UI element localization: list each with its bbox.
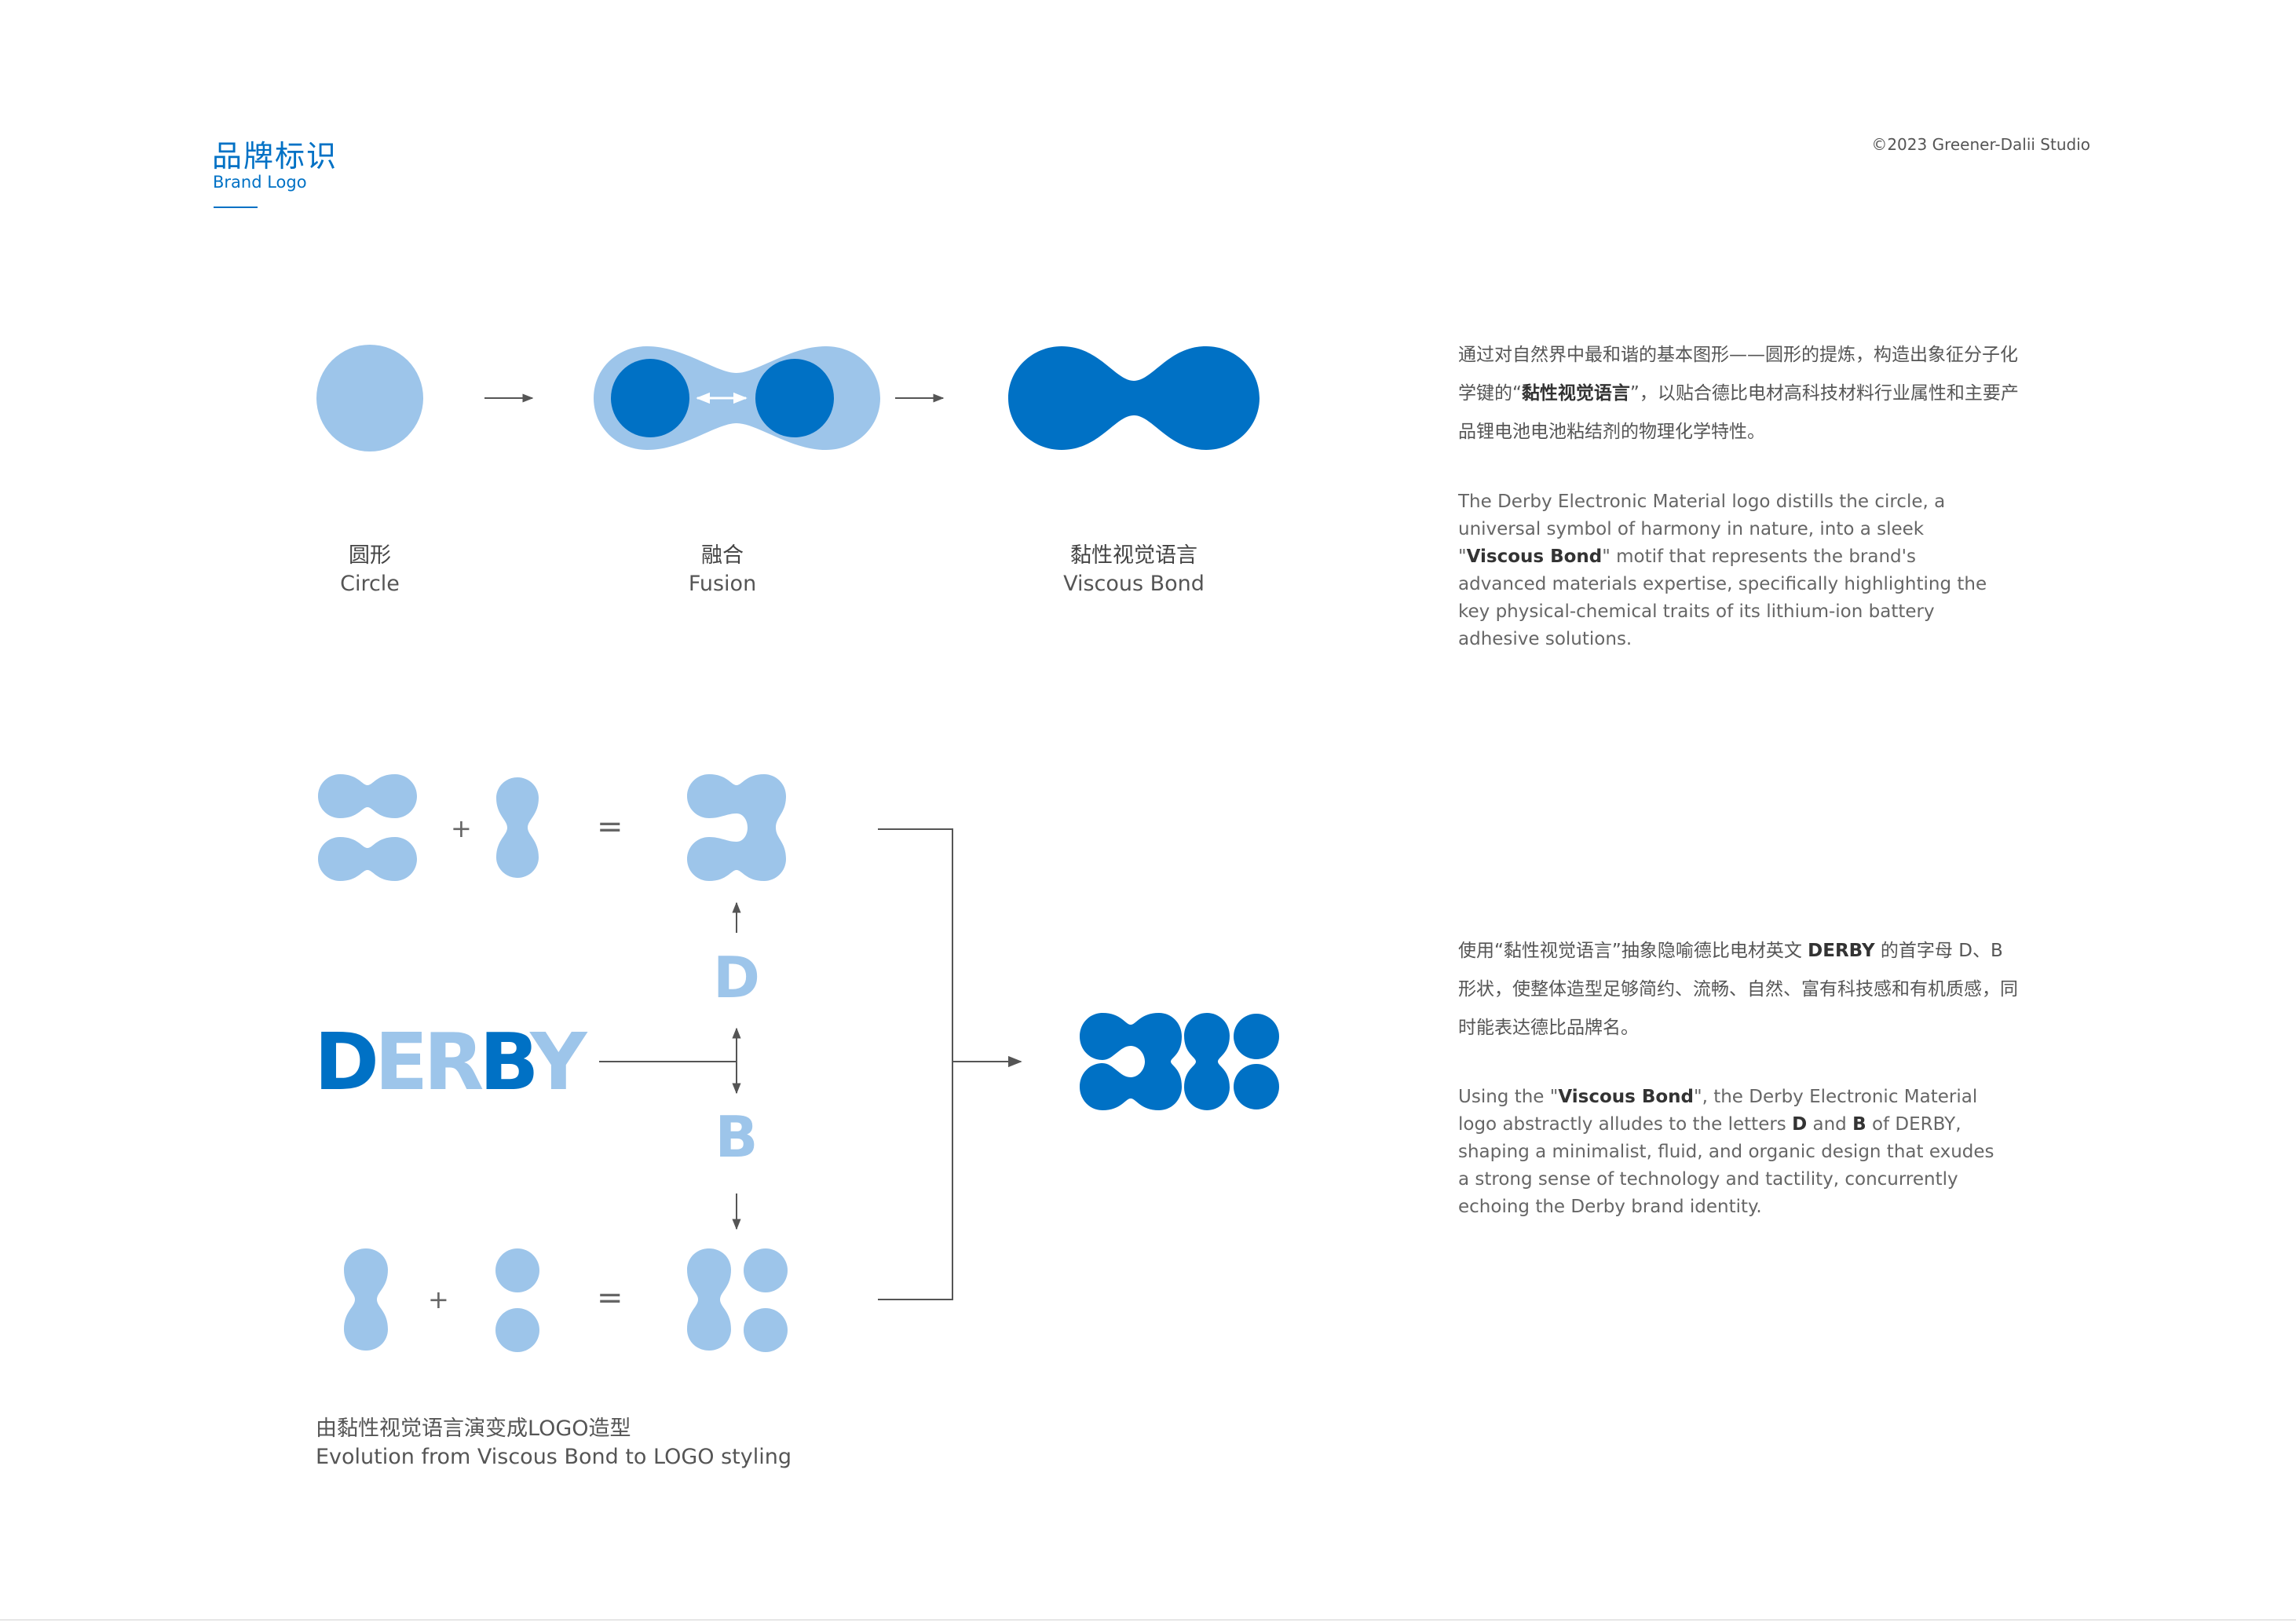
- wordmark-letter-b: B: [479, 1016, 535, 1108]
- section2-en-text-mid: ", the Derby Electronic Material logo ab…: [1458, 1087, 1978, 1135]
- step-caption-en: Fusion: [688, 572, 757, 596]
- section2-en-text: Using the ": [1458, 1087, 1559, 1107]
- wordmark-letter-e: E: [375, 1016, 428, 1108]
- wordmark-letter-d: D: [314, 1016, 379, 1108]
- evolution-caption-en: Evolution from Viscous Bond to LOGO styl…: [316, 1445, 792, 1469]
- wordmark-letter-y: Y: [530, 1016, 587, 1108]
- row1-plus-sign: +: [451, 813, 472, 843]
- section1-cn-text-end: ”，以贴合德比电材高科技材料行业属性和主要产品锂电池电池粘结剂的物理化学特性。: [1458, 383, 2019, 442]
- section1-en-text: The Derby Electronic Material logo disti…: [1458, 492, 1946, 567]
- section2-description-cn: 使用“黏性视觉语言”抽象隐喻德比电材英文 DERBY 的首字母 D、B 形状，使…: [1458, 932, 2024, 1047]
- title-underline: [214, 207, 258, 208]
- section2-en-and: and: [1807, 1114, 1853, 1135]
- row1-d-shape: [687, 774, 786, 881]
- section2-cn-text: 使用“黏性视觉语言”抽象隐喻德比电材英文: [1458, 941, 1808, 961]
- fusion-right-core: [755, 359, 834, 437]
- step-caption-cn: 黏性视觉语言: [1070, 543, 1197, 568]
- merge-bracket: [878, 828, 953, 1300]
- section1-en-text-end: " motif that represents the brand's adva…: [1458, 546, 1987, 649]
- step-caption-en: Viscous Bond: [1063, 572, 1205, 596]
- step-circle-shape: [316, 345, 423, 451]
- row2-b-shape: [687, 1248, 788, 1352]
- section2-en-text-end: of DERBY, shaping a minimalist, fluid, a…: [1458, 1114, 1994, 1217]
- row1-vertical-bond: [496, 777, 539, 878]
- derby-wordmark: DERBY: [314, 1016, 587, 1108]
- section1-cn-text: 通过对自然界中最和谐的基本图形——圆形的提炼，构造出象征分子化学键的“: [1458, 345, 2018, 404]
- row1-horizontal-bonds-pair: [318, 774, 417, 881]
- page-title-cn: 品牌标识: [212, 139, 338, 174]
- page-bottom-rule: [0, 1619, 2296, 1621]
- section2-cn-highlight: DERBY: [1808, 941, 1875, 961]
- section2-en-letter-d: D: [1792, 1114, 1808, 1135]
- step-caption-en: Circle: [340, 572, 400, 596]
- row2-equals-sign: =: [597, 1280, 623, 1316]
- step-caption-viscous-bond: 黏性视觉语言 Viscous Bond: [1063, 542, 1205, 598]
- page-title-en: Brand Logo: [213, 173, 307, 192]
- step-caption-fusion: 融合 Fusion: [689, 542, 756, 598]
- copyright-text: ©2023 Greener-Dalii Studio: [1871, 135, 2090, 154]
- step-viscous-bond-shape: [1008, 346, 1260, 450]
- section2-description-en: Using the "Viscous Bond", the Derby Elec…: [1458, 1084, 2008, 1221]
- step-caption-circle: 圆形 Circle: [340, 542, 400, 598]
- section2-cn-text-end: 的首字母 D、B 形状，使整体造型足够简约、流畅、自然、富有科技感和有机质感，同…: [1458, 941, 2018, 1038]
- row2-plus-sign: +: [428, 1285, 449, 1314]
- section1-cn-highlight: 黏性视觉语言: [1521, 383, 1630, 404]
- evolution-caption: 由黏性视觉语言演变成LOGO造型 Evolution from Viscous …: [316, 1415, 792, 1471]
- row2-circle-top: [495, 1248, 539, 1292]
- row1-equals-sign: =: [597, 809, 623, 845]
- wordmark-letter-r: R: [423, 1016, 484, 1108]
- section1-description-en: The Derby Electronic Material logo disti…: [1458, 488, 2008, 653]
- section1-en-highlight: Viscous Bond: [1466, 546, 1603, 567]
- section2-en-letter-b: B: [1852, 1114, 1866, 1135]
- fusion-left-core: [611, 359, 689, 437]
- section1-description-cn: 通过对自然界中最和谐的基本图形——圆形的提炼，构造出象征分子化学键的“黏性视觉语…: [1458, 336, 2024, 451]
- final-logo-mark: [1080, 1013, 1279, 1110]
- row2-circle-bottom: [495, 1308, 539, 1352]
- letter-b-label: B: [715, 1104, 759, 1170]
- section2-en-highlight: Viscous Bond: [1558, 1087, 1694, 1107]
- step-caption-cn: 圆形: [348, 543, 391, 568]
- step-caption-cn: 融合: [701, 543, 744, 568]
- evolution-caption-cn: 由黏性视觉语言演变成LOGO造型: [316, 1416, 631, 1441]
- letter-d-label: D: [713, 945, 760, 1011]
- row2-vertical-bond: [344, 1248, 388, 1351]
